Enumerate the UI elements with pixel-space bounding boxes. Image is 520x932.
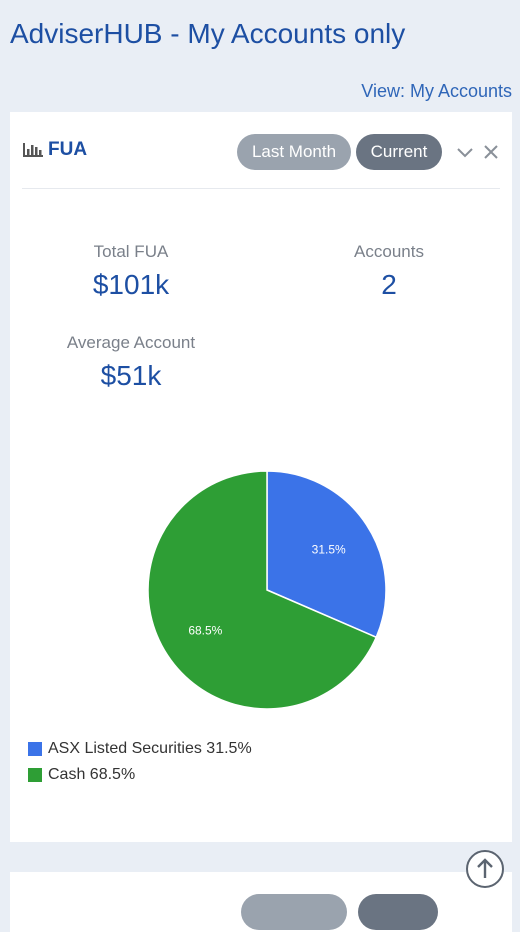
fua-widget-card: FUA Last Month Current Total FUA $101k A… (10, 112, 512, 842)
total-fua-value: $101k (92, 269, 170, 300)
next-card-pill[interactable] (241, 894, 347, 930)
scroll-to-top-icon[interactable] (465, 849, 505, 889)
legend-item: ASX Listed Securities 31.5% (28, 736, 252, 762)
chart-legend: ASX Listed Securities 31.5% Cash 68.5% (28, 736, 252, 788)
accounts-label: Accounts (354, 242, 424, 261)
legend-label: ASX Listed Securities 31.5% (48, 740, 252, 757)
fua-pie-chart: 31.5% 68.5% (146, 469, 388, 711)
close-icon[interactable] (480, 141, 502, 163)
pie-data-label: 68.5% (188, 624, 222, 638)
average-account-label: Average Account (66, 333, 196, 352)
accounts-value: 2 (381, 269, 397, 300)
legend-label: Cash 68.5% (48, 766, 136, 783)
view-selector-link[interactable]: View: My Accounts (361, 81, 512, 101)
current-button[interactable]: Current (356, 134, 442, 170)
total-fua-label: Total FUA (93, 242, 169, 261)
bar-chart-icon (23, 143, 43, 157)
pie-slice-cash[interactable] (147, 470, 378, 710)
pie-slice-asx-listed-securities[interactable] (266, 470, 387, 639)
next-widget-card (10, 872, 512, 932)
pie-data-label: 31.5% (312, 542, 346, 556)
widget-title: FUA (48, 139, 88, 160)
legend-swatch (28, 768, 42, 782)
chevron-down-icon[interactable] (454, 141, 476, 163)
page-title: AdviserHUB - My Accounts only (10, 18, 406, 49)
legend-swatch (28, 742, 42, 756)
widget-header: FUA Last Month Current (22, 112, 500, 189)
next-card-pill[interactable] (358, 894, 438, 930)
last-month-button[interactable]: Last Month (237, 134, 351, 170)
legend-item: Cash 68.5% (28, 762, 252, 788)
average-account-value: $51k (100, 360, 162, 391)
